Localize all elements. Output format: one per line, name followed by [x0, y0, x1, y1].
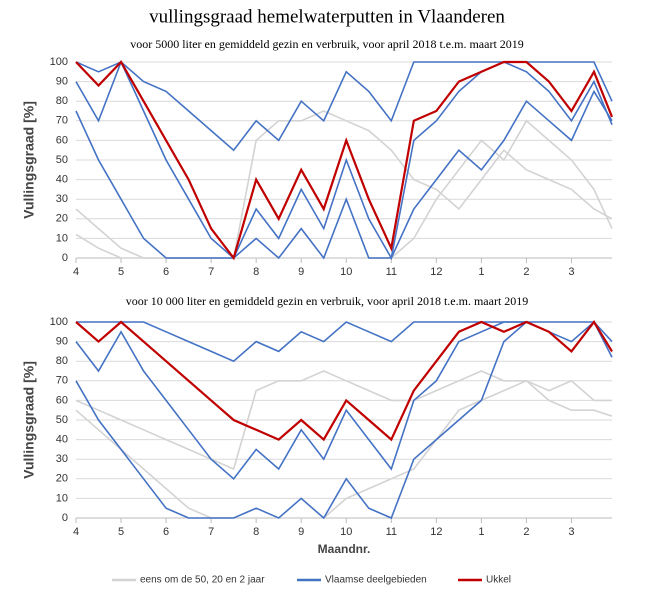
x-tick-label: 4	[73, 526, 79, 538]
x-tick-label: 12	[430, 266, 442, 278]
x-tick-label: 2	[523, 266, 529, 278]
series-line	[75, 320, 613, 442]
x-tick-label: 8	[253, 266, 259, 278]
y-tick-label: 70	[56, 115, 68, 127]
x-tick-label: 9	[298, 266, 304, 278]
y-tick-label: 0	[62, 512, 68, 524]
series-line	[75, 110, 613, 259]
x-tick-label: 8	[253, 526, 259, 538]
x-tick-label: 10	[340, 526, 352, 538]
legend-label: eens om de 50, 20 en 2 jaar	[140, 575, 265, 586]
x-tick-label: 5	[118, 526, 124, 538]
y-tick-label: 20	[56, 213, 68, 225]
series-line	[75, 89, 613, 260]
chart-subtitle: voor 5000 liter en gemiddeld gezin en ve…	[130, 37, 524, 51]
x-tick-label: 3	[568, 526, 574, 538]
y-tick-label: 60	[56, 394, 68, 406]
chart-subtitle: voor 10 000 liter en gemiddeld gezin en …	[126, 294, 529, 308]
x-tick-label: 1	[478, 526, 484, 538]
x-tick-label: 7	[208, 266, 214, 278]
y-tick-label: 0	[62, 252, 68, 264]
y-tick-label: 10	[56, 232, 68, 244]
y-tick-label: 60	[56, 134, 68, 146]
y-tick-label: 50	[56, 154, 68, 166]
chart-title: vullingsgraad hemelwaterputten in Vlaand…	[149, 6, 505, 27]
x-tick-label: 2	[523, 526, 529, 538]
y-axis-label: Vullingsgraad [%]	[21, 101, 37, 219]
x-tick-label: 9	[298, 526, 304, 538]
x-axis-label: Maandnr.	[318, 542, 371, 556]
y-tick-label: 10	[56, 492, 68, 504]
series-line	[75, 60, 614, 261]
y-tick-label: 30	[56, 193, 68, 205]
y-tick-label: 100	[50, 316, 68, 328]
x-tick-label: 6	[163, 526, 169, 538]
y-tick-label: 90	[56, 336, 68, 348]
series-line	[75, 119, 613, 259]
y-tick-label: 20	[56, 473, 68, 485]
y-tick-label: 70	[56, 375, 68, 387]
y-tick-label: 90	[56, 76, 68, 88]
series-line	[75, 379, 613, 519]
x-tick-label: 6	[163, 266, 169, 278]
series-line	[75, 59, 613, 261]
x-tick-label: 11	[386, 266, 397, 278]
x-tick-label: 12	[430, 526, 442, 538]
y-tick-label: 80	[56, 355, 68, 367]
x-tick-label: 3	[568, 266, 574, 278]
x-tick-label: 11	[386, 526, 397, 538]
x-tick-label: 7	[208, 526, 214, 538]
y-axis-label: Vullingsgraad [%]	[21, 361, 37, 479]
x-tick-label: 5	[118, 266, 124, 278]
y-tick-label: 100	[50, 56, 68, 68]
x-tick-label: 1	[478, 266, 484, 278]
y-tick-label: 30	[56, 453, 68, 465]
legend-label: Vlaamse deelgebieden	[325, 575, 427, 586]
x-tick-label: 10	[340, 266, 352, 278]
y-tick-label: 50	[56, 414, 68, 426]
y-tick-label: 40	[56, 434, 68, 446]
legend-label: Ukkel	[486, 575, 511, 586]
x-tick-label: 4	[73, 266, 79, 278]
y-tick-label: 80	[56, 95, 68, 107]
y-tick-label: 40	[56, 174, 68, 186]
